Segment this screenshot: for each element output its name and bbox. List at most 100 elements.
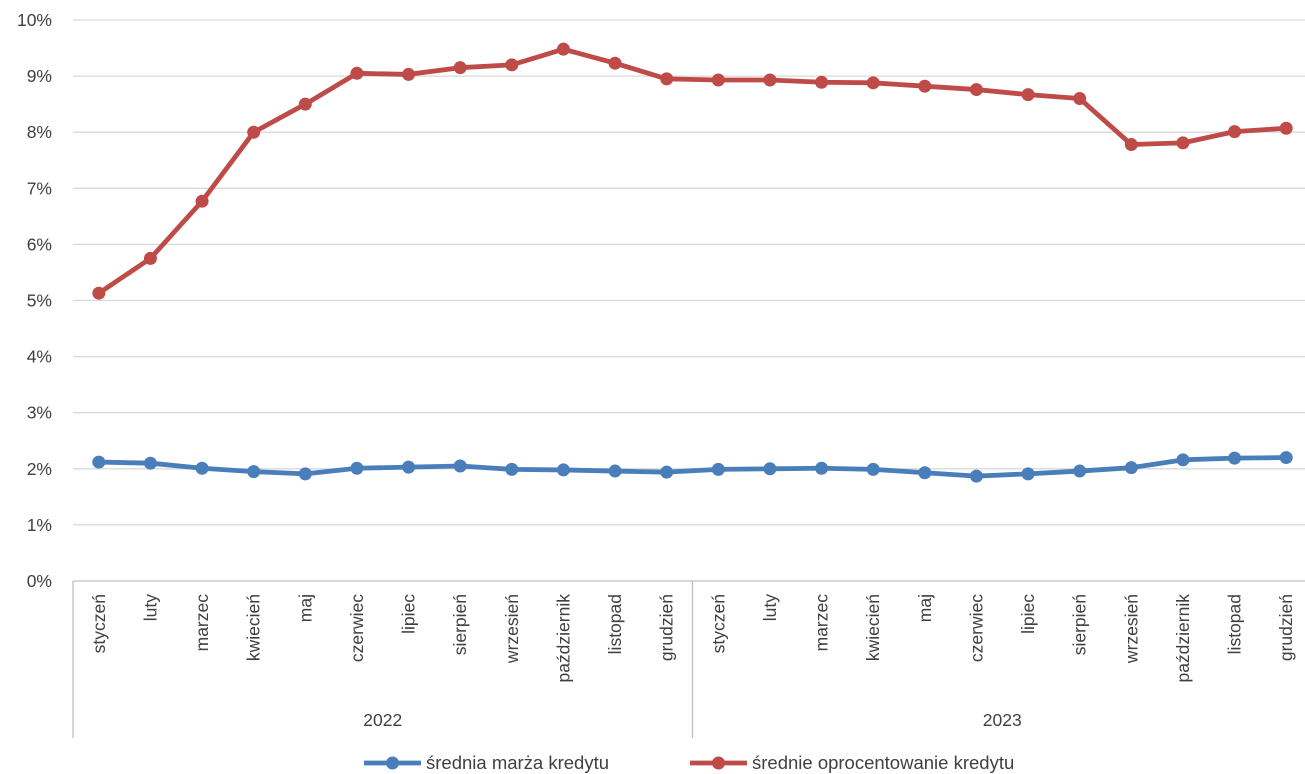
data-point xyxy=(918,79,932,93)
y-axis-tick-labels: 0% 1% 2% 3% 4% 5% 6% 7% 8% 9% 10% xyxy=(17,10,52,591)
group-label: 2022 xyxy=(363,710,402,730)
data-point xyxy=(1124,461,1138,475)
group-label: 2023 xyxy=(983,710,1022,730)
data-point xyxy=(866,462,880,476)
y-tick-label: 8% xyxy=(27,122,52,142)
y-tick-label: 7% xyxy=(27,178,52,198)
data-point xyxy=(453,459,467,473)
data-point xyxy=(1279,451,1293,465)
data-point xyxy=(1124,138,1138,152)
series-group xyxy=(92,451,1293,483)
x-tick-label: maj xyxy=(915,594,935,622)
y-tick-label: 6% xyxy=(27,234,52,254)
x-axis-group-labels: 2022 2023 xyxy=(363,710,1021,730)
x-tick-label: październik xyxy=(553,594,573,683)
x-tick-label: sierpień xyxy=(450,594,470,655)
x-tick-label: kwiecień xyxy=(244,594,264,661)
x-tick-label: grudzień xyxy=(657,594,677,661)
series-line xyxy=(96,455,1289,479)
data-point xyxy=(195,194,209,208)
data-point xyxy=(660,72,674,86)
legend-label: średnie oprocentowanie kredytu xyxy=(752,752,1014,773)
x-tick-label: listopad xyxy=(1225,594,1245,654)
data-point xyxy=(402,460,416,474)
y-tick-label: 9% xyxy=(27,66,52,86)
data-point xyxy=(298,467,312,481)
legend: średnia marża kredytu średnie oprocentowa… xyxy=(364,752,1014,773)
series xyxy=(92,42,1293,483)
data-point xyxy=(866,76,880,90)
legend-label: średnia marża kredytu xyxy=(426,752,609,773)
data-point xyxy=(1176,453,1190,467)
x-tick-label: wrzesień xyxy=(1121,594,1141,664)
y-tick-label: 10% xyxy=(17,10,52,30)
data-point xyxy=(350,66,364,80)
series-line xyxy=(96,46,1289,296)
x-tick-label: październik xyxy=(1173,594,1193,683)
data-point xyxy=(1021,88,1035,102)
x-tick-label: styczeń xyxy=(89,594,109,653)
data-point xyxy=(247,465,261,479)
x-tick-label: maj xyxy=(295,594,315,622)
y-tick-label: 5% xyxy=(27,291,52,311)
data-point xyxy=(1073,92,1087,106)
data-point xyxy=(402,67,416,81)
data-point xyxy=(1228,451,1242,465)
data-point xyxy=(660,465,674,479)
data-point xyxy=(143,251,157,265)
data-point xyxy=(92,455,106,469)
y-tick-label: 1% xyxy=(27,515,52,535)
data-point xyxy=(815,75,829,89)
x-tick-label: lipiec xyxy=(399,594,419,634)
x-tick-label: kwiecień xyxy=(863,594,883,661)
axes xyxy=(72,580,1305,738)
data-point xyxy=(1073,464,1087,478)
x-tick-label: czerwiec xyxy=(347,594,367,662)
gridlines xyxy=(73,19,1305,526)
data-point xyxy=(195,461,209,475)
data-point xyxy=(505,462,519,476)
legend-marker xyxy=(386,756,399,770)
x-tick-label: sierpień xyxy=(1070,594,1090,655)
x-axis-tick-labels: styczeń luty marzec kwiecień maj czerwiec lipi… xyxy=(89,594,1296,683)
x-tick-label: lipiec xyxy=(1018,594,1038,634)
y-tick-label: 0% xyxy=(27,571,52,591)
data-point xyxy=(1228,125,1242,139)
data-point xyxy=(505,58,519,72)
series-group xyxy=(92,42,1293,300)
legend-marker xyxy=(712,756,725,770)
y-tick-label: 3% xyxy=(27,403,52,423)
y-tick-label: 4% xyxy=(27,347,52,367)
data-point xyxy=(608,464,622,478)
data-point xyxy=(556,42,570,56)
data-point xyxy=(763,73,777,87)
x-tick-label: grudzień xyxy=(1276,594,1296,661)
data-point xyxy=(711,73,725,87)
x-tick-label: styczeń xyxy=(708,594,728,653)
data-point xyxy=(556,463,570,477)
x-tick-label: marzec xyxy=(192,594,212,652)
data-point xyxy=(969,83,983,97)
x-tick-label: luty xyxy=(140,594,160,621)
x-tick-label: czerwiec xyxy=(966,594,986,662)
data-point xyxy=(763,462,777,476)
data-point xyxy=(247,125,261,139)
data-point xyxy=(143,456,157,470)
x-tick-label: wrzesień xyxy=(502,594,522,664)
x-tick-label: marzec xyxy=(812,594,832,652)
x-tick-label: listopad xyxy=(605,594,625,654)
data-point xyxy=(1279,121,1293,135)
data-point xyxy=(298,97,312,111)
data-point xyxy=(918,466,932,480)
x-tick-label: luty xyxy=(760,594,780,621)
data-point xyxy=(1021,467,1035,481)
data-point xyxy=(1176,136,1190,150)
data-point xyxy=(815,461,829,475)
data-point xyxy=(969,469,983,483)
data-point xyxy=(350,461,364,475)
data-point xyxy=(92,286,106,300)
data-point xyxy=(711,462,725,476)
y-tick-label: 2% xyxy=(27,459,52,479)
data-point xyxy=(453,61,467,75)
